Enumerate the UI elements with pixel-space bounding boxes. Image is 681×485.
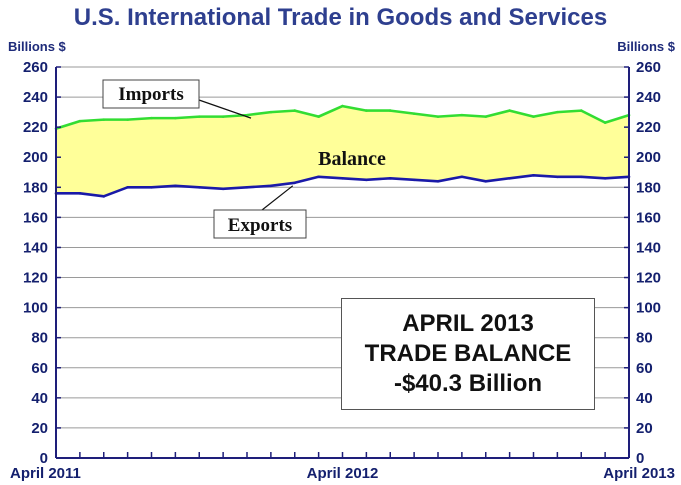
imports-point <box>221 115 225 118</box>
y-tick-label-right: 180 <box>636 179 661 196</box>
y-tick-label-right: 220 <box>636 119 661 136</box>
y-tick-label-left: 120 <box>23 270 48 287</box>
imports-point <box>269 110 273 114</box>
exports-point <box>293 181 297 185</box>
y-tick-label-left: 200 <box>23 149 48 166</box>
imports-point <box>365 109 368 112</box>
y-axis-unit-right: Billions $ <box>617 39 675 54</box>
imports-point <box>436 115 440 118</box>
y-tick-label-left: 220 <box>23 119 48 136</box>
exports-point <box>174 184 177 188</box>
callout-line-1: APRIL 2013 <box>402 310 534 337</box>
y-tick-label-left: 100 <box>23 300 48 317</box>
y-tick-label-right: 240 <box>636 89 661 106</box>
y-tick-label-right: 60 <box>636 360 653 377</box>
exports-point <box>484 179 488 183</box>
imports-point <box>579 109 583 112</box>
y-tick-label-right: 20 <box>636 420 653 437</box>
exports-point <box>365 178 368 182</box>
callout-line-2: TRADE BALANCE <box>364 340 572 367</box>
y-axis-unit-left: Billions $ <box>8 39 66 54</box>
exports-label: Exports <box>228 215 292 236</box>
y-tick-label-left: 180 <box>23 179 48 196</box>
y-tick-label-left: 40 <box>31 390 48 407</box>
y-tick-label-right: 200 <box>636 149 661 166</box>
exports-point <box>197 186 201 189</box>
exports-pointer <box>261 185 294 211</box>
exports-point <box>150 186 153 189</box>
y-tick-label-left: 60 <box>31 360 48 377</box>
exports-label-box <box>213 209 307 239</box>
exports-point <box>556 175 559 179</box>
x-tick-label: April 2011 <box>10 465 81 482</box>
imports-point <box>78 119 82 123</box>
y-tick-label-right: 140 <box>636 239 661 256</box>
y-tick-label-right: 0 <box>636 450 644 467</box>
y-tick-label-left: 260 <box>23 59 48 76</box>
imports-point <box>603 121 607 124</box>
exports-point <box>579 175 583 179</box>
chart-title: U.S. International Trade in Goods and Se… <box>73 4 608 31</box>
imports-label: Imports <box>118 84 183 105</box>
imports-point <box>150 116 153 120</box>
imports-point <box>174 116 177 120</box>
y-tick-label-right: 100 <box>636 300 661 317</box>
exports-point <box>341 176 344 180</box>
imports-point <box>484 115 488 118</box>
exports-point <box>460 175 464 179</box>
imports-point <box>532 115 535 118</box>
imports-point <box>341 104 344 108</box>
imports-label-box <box>102 79 200 109</box>
callout-line-3: -$40.3 Billion <box>393 370 543 397</box>
imports-point <box>245 113 249 117</box>
exports-point <box>317 175 320 179</box>
y-tick-label-right: 260 <box>636 59 661 76</box>
balance-area <box>56 106 629 197</box>
balance-label: Balance <box>318 148 386 170</box>
exports-point <box>126 186 129 189</box>
y-tick-label-right: 120 <box>636 270 661 287</box>
imports-pointer <box>198 99 252 119</box>
imports-point <box>293 109 297 112</box>
exports-point <box>245 186 249 189</box>
y-tick-label-left: 0 <box>40 450 48 467</box>
y-tick-label-left: 20 <box>31 420 48 437</box>
y-tick-label-left: 80 <box>31 330 48 347</box>
exports-point <box>221 187 225 191</box>
y-tick-label-left: 160 <box>23 209 48 226</box>
y-tick-label-right: 80 <box>636 330 653 347</box>
imports-point <box>317 115 320 118</box>
imports-point <box>556 110 559 114</box>
exports-point <box>388 176 392 180</box>
imports-point <box>508 109 511 112</box>
x-tick-label: April 2013 <box>603 465 675 482</box>
exports-point <box>269 184 273 188</box>
imports-point <box>460 113 464 117</box>
y-tick-label-right: 40 <box>636 390 653 407</box>
exports-point <box>436 179 440 183</box>
imports-point <box>102 118 106 121</box>
y-tick-label-right: 160 <box>636 209 661 226</box>
imports-point <box>126 118 129 121</box>
exports-point <box>532 173 535 177</box>
exports-point <box>412 178 416 182</box>
imports-point <box>412 112 416 115</box>
exports-point <box>508 176 511 180</box>
exports-point <box>102 195 106 198</box>
y-tick-label-left: 240 <box>23 89 48 106</box>
trade-balance-callout: APRIL 2013 TRADE BALANCE -$40.3 Billion <box>341 298 595 410</box>
imports-point <box>388 109 392 112</box>
y-tick-label-left: 140 <box>23 239 48 256</box>
exports-point <box>603 176 607 180</box>
exports-point <box>78 192 82 195</box>
x-tick-label: April 2012 <box>307 465 379 482</box>
imports-point <box>197 115 201 118</box>
